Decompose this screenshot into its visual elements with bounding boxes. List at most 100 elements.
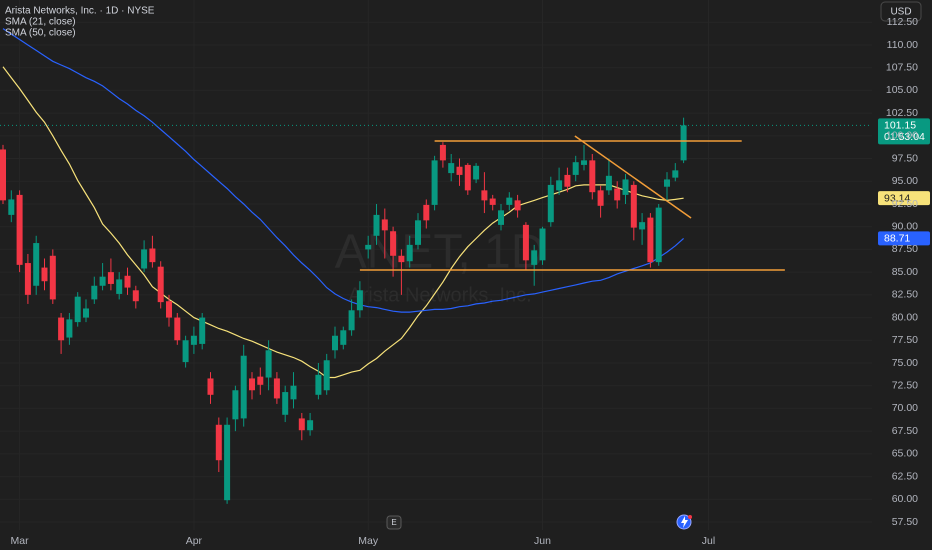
candle-body (49, 255, 56, 300)
candle-body (365, 244, 372, 250)
candle-body (332, 335, 338, 351)
candle-body (423, 204, 430, 221)
candle-body (83, 308, 89, 318)
candle-body (16, 194, 23, 265)
candle-body (207, 378, 214, 395)
y-tick-label: 82.50 (892, 289, 918, 301)
last-price-tag (878, 118, 930, 145)
earnings-icon[interactable] (386, 515, 402, 530)
candle-body (265, 350, 272, 378)
y-tick-label: 90.00 (892, 220, 918, 232)
candle-body (157, 266, 164, 303)
candle-body (664, 179, 670, 187)
candle-body (8, 199, 15, 215)
y-tick-label: 92.50 (892, 198, 918, 210)
candle-body (199, 317, 206, 344)
candle-body (273, 378, 280, 399)
candle-body (547, 184, 554, 223)
candle-body (99, 276, 106, 286)
countdown-label: 01:53:04 (884, 131, 925, 143)
candle-body (373, 214, 380, 236)
candle-body (498, 210, 504, 225)
watermark-subtitle: Arista Networks, Inc. (348, 284, 531, 306)
legend-entry: SMA (50, close) (5, 28, 76, 39)
candle-body (448, 163, 455, 174)
candle-body (215, 424, 222, 461)
chart-title: Arista Networks, Inc. · 1D · NYSE (5, 6, 155, 17)
candle-body (655, 207, 662, 263)
y-tick-label: 95.00 (892, 175, 918, 187)
candle-body (315, 374, 322, 395)
y-tick-label: 72.50 (892, 379, 918, 391)
x-tick-label: Apr (186, 535, 203, 547)
legend-entry: SMA (21, close) (5, 17, 76, 28)
sma-line (2, 28, 684, 313)
y-tick-label: 70.00 (892, 402, 918, 414)
candle-body (522, 224, 529, 261)
currency-label[interactable]: USD (890, 7, 911, 18)
candle-body (639, 222, 646, 230)
candle-body (232, 390, 239, 420)
candle-body (141, 249, 148, 269)
candle-body (116, 279, 123, 294)
earnings-label[interactable]: E (391, 518, 396, 527)
candle-body (33, 243, 40, 286)
candle-body (298, 418, 305, 431)
candle-body (564, 174, 571, 187)
candle-body (680, 125, 687, 161)
candle-body (290, 385, 297, 400)
y-tick-label: 65.00 (892, 448, 918, 460)
y-tick-label: 57.50 (892, 516, 918, 528)
last-price-label: 101.15 (884, 120, 916, 132)
plot-area (0, 28, 872, 504)
candle-body (605, 175, 612, 191)
candle-body (672, 170, 679, 178)
y-tick-label: 100.00 (886, 130, 918, 142)
y-tick-label: 107.50 (886, 61, 918, 73)
candle-body (257, 376, 264, 385)
candle-body (282, 392, 289, 415)
candle-body (572, 162, 579, 175)
candle-body (473, 165, 480, 180)
candle-body (589, 160, 596, 193)
candle-body (224, 424, 231, 501)
candle-body (597, 190, 604, 206)
candle-body (381, 219, 388, 231)
candle-body (481, 190, 488, 201)
candle-body (107, 272, 114, 284)
candle-body (323, 360, 330, 391)
candle-body (66, 319, 73, 338)
candle-body (630, 184, 637, 228)
currency-button[interactable] (880, 1, 922, 22)
candle-body (464, 164, 471, 191)
candle-body (539, 228, 546, 261)
candle-body (348, 310, 355, 331)
candle-body (149, 248, 156, 263)
y-tick-label: 85.00 (892, 266, 918, 278)
y-tick-label: 60.00 (892, 493, 918, 505)
candle-body (406, 244, 413, 262)
y-tick-label: 62.50 (892, 470, 918, 482)
candle-body (166, 301, 172, 318)
x-tick-label: Jul (702, 535, 715, 547)
candle-body (390, 231, 397, 256)
candle-body (614, 188, 621, 201)
candle-body (647, 217, 654, 263)
x-tick-label: Mar (11, 535, 30, 547)
indicator-tag-label: 88.71 (884, 233, 910, 245)
y-tick-label: 102.50 (886, 107, 918, 119)
candle-body (581, 160, 587, 165)
event-badge (688, 515, 692, 519)
candle-body (240, 355, 247, 419)
candle-body (531, 250, 538, 265)
candle-body (556, 180, 563, 191)
event-icon-bolt (681, 516, 688, 528)
candle-body (489, 198, 496, 205)
candle-body (456, 166, 463, 175)
candle-body (415, 220, 421, 245)
y-tick-label: 105.00 (886, 84, 918, 96)
candle-body (58, 317, 65, 341)
